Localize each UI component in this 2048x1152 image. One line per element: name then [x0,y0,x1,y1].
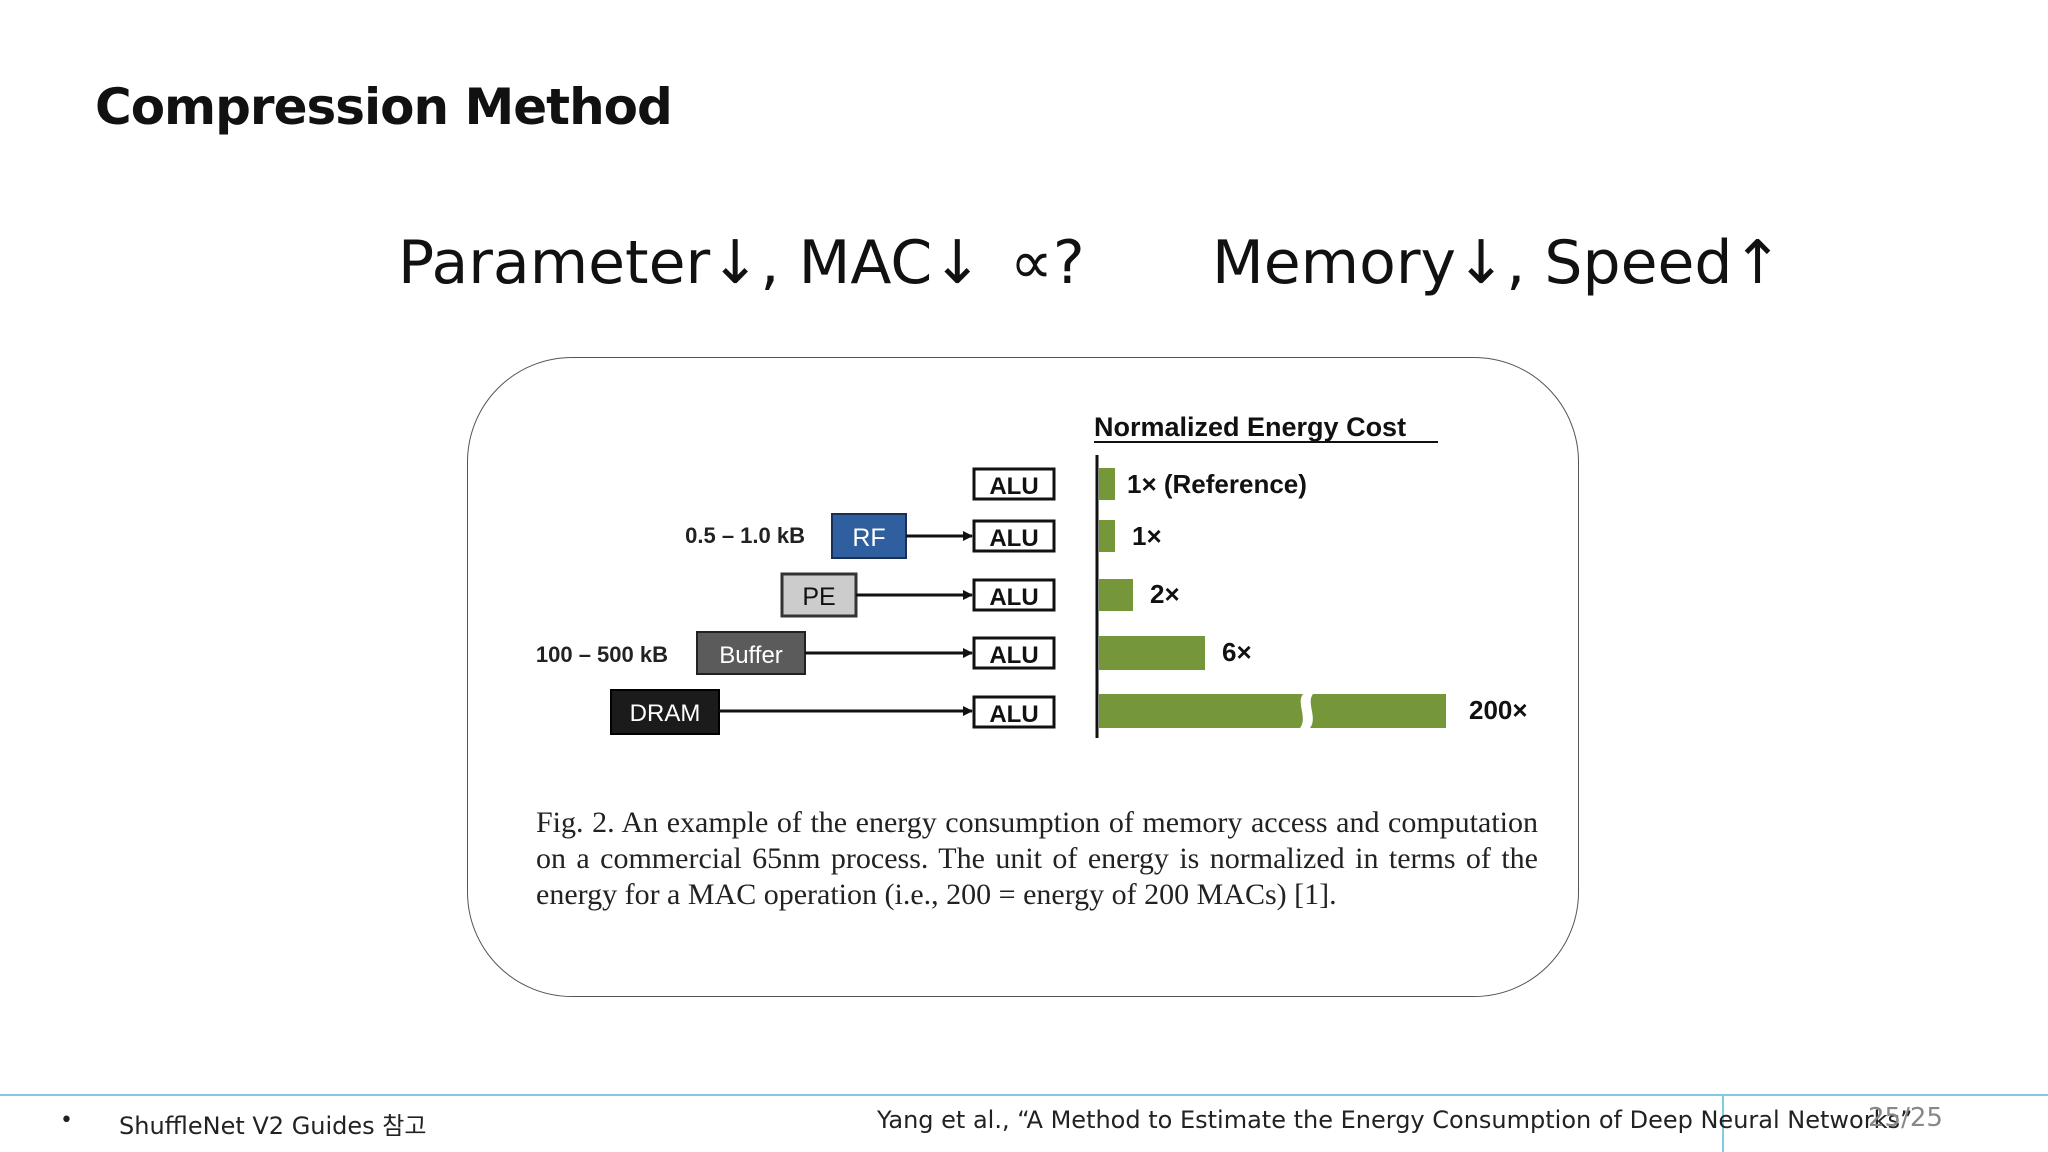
buffer-label: Buffer [719,642,783,669]
figure-caption: Fig. 2. An example of the energy consump… [536,806,1538,911]
axis-break-mark [1300,694,1313,728]
energy-bar [1099,468,1115,500]
equation-right: Memory↓, Speed↑ [1212,228,1783,298]
figure-card [467,357,1579,997]
alu-label: ALU [989,584,1038,611]
dram-label: DRAM [630,700,701,727]
alu-box [972,467,1056,501]
alu-box [972,578,1056,612]
pe-box [780,572,858,618]
energy-bar [1099,520,1115,552]
energy-bar [1099,579,1133,611]
alu-box [972,695,1056,729]
alu-box [972,519,1056,553]
alu-box [972,636,1056,670]
alu-label: ALU [989,473,1038,500]
footer-reference: Yang et al., “A Method to Estimate the E… [877,1106,1913,1134]
alu-label: ALU [989,642,1038,669]
alu-label: ALU [989,701,1038,728]
energy-bar [1099,636,1205,670]
energy-value-label: 2× [1150,579,1180,609]
memory-size-label: 0.5 – 1.0 kB [685,523,805,548]
dram-box [610,689,720,735]
memory-size-label: 100 – 500 kB [536,642,668,667]
footer-separator [0,1094,2048,1096]
alu-label: ALU [989,525,1038,552]
footer-note: ShuffleNet V2 Guides 참고 [119,1112,427,1140]
rf-label: RF [852,524,885,552]
equation-left: Parameter↓, MAC↓ [398,228,983,298]
buffer-box [696,631,806,675]
energy-value-label: 6× [1222,637,1252,667]
equation-proportional: ∝? [1010,228,1085,298]
energy-value-label: 200× [1469,695,1528,725]
energy-bar [1099,694,1446,728]
energy-value-label: 1× (Reference) [1127,469,1307,499]
page-number: 25/25 [1868,1103,1943,1133]
figure-heading: Normalized Energy Cost [1094,412,1406,442]
pe-label: PE [802,583,835,611]
footer-bullet: • [60,1108,73,1133]
footer-page-divider [1722,1094,1724,1152]
slide-title: Compression Method [95,78,673,136]
energy-value-label: 1× [1132,521,1162,551]
